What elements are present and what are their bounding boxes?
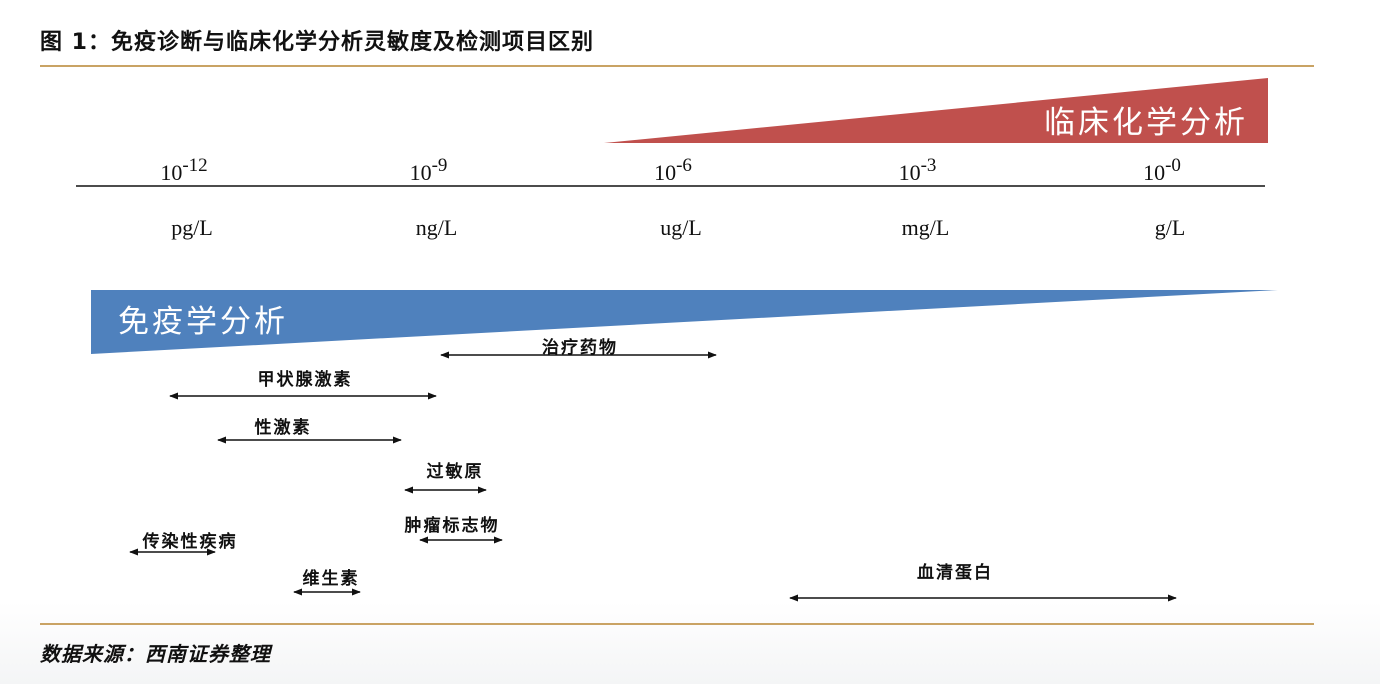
range-label: 传染性疾病: [142, 531, 238, 552]
tick-unit-label: ug/L: [660, 215, 702, 240]
range-label: 甲状腺激素: [258, 369, 353, 390]
range-label: 性激素: [255, 417, 312, 438]
wedge-shape: [91, 290, 1278, 354]
wedge-label: 免疫学分析: [118, 304, 288, 340]
scale-tick: 10-3 mg/L: [899, 155, 950, 240]
tick-unit-label: mg/L: [902, 215, 950, 240]
range-item: 甲状腺激素: [169, 369, 437, 400]
scale-tick: 10-6 ug/L: [654, 155, 702, 240]
range-label: 肿瘤标志物: [405, 515, 500, 536]
wedge-shape: [604, 78, 1268, 143]
wedge-label: 临床化学分析: [1044, 105, 1248, 141]
wedge-immunoassay: 免疫学分析: [91, 290, 1278, 354]
range-label: 治疗药物: [542, 337, 618, 358]
tick-power-label: 10-6: [654, 155, 692, 185]
scale-tick: 10-12 pg/L: [160, 155, 212, 240]
tick-unit-label: ng/L: [416, 215, 458, 240]
tick-unit-label: g/L: [1155, 215, 1186, 240]
bottom-rule: [40, 623, 1314, 625]
range-item: 肿瘤标志物: [405, 515, 503, 544]
scale-tick: 10-0 g/L: [1143, 155, 1185, 240]
tick-unit-label: pg/L: [171, 215, 213, 240]
range-item: 过敏原: [404, 461, 487, 494]
scale-tick: 10-9 ng/L: [410, 155, 458, 240]
tick-power-label: 10-0: [1143, 155, 1181, 185]
range-item: 血清蛋白: [789, 562, 1177, 602]
source-note: 数据来源：西南证券整理: [40, 642, 271, 666]
range-item: 治疗药物: [440, 337, 717, 359]
range-label: 过敏原: [427, 461, 484, 482]
top-rule: [40, 65, 1314, 67]
range-item: 维生素: [293, 568, 361, 596]
wedge-clinical-chemistry: 临床化学分析: [604, 78, 1268, 143]
range-item: 传染性疾病: [129, 531, 238, 556]
tick-power-label: 10-3: [899, 155, 937, 185]
range-label: 维生素: [303, 568, 360, 589]
range-item: 性激素: [217, 417, 402, 444]
tick-power-label: 10-9: [410, 155, 448, 185]
range-label: 血清蛋白: [917, 562, 993, 583]
figure-title: 图 1：免疫诊断与临床化学分析灵敏度及检测项目区别: [40, 30, 594, 55]
tick-power-label: 10-12: [160, 155, 207, 185]
